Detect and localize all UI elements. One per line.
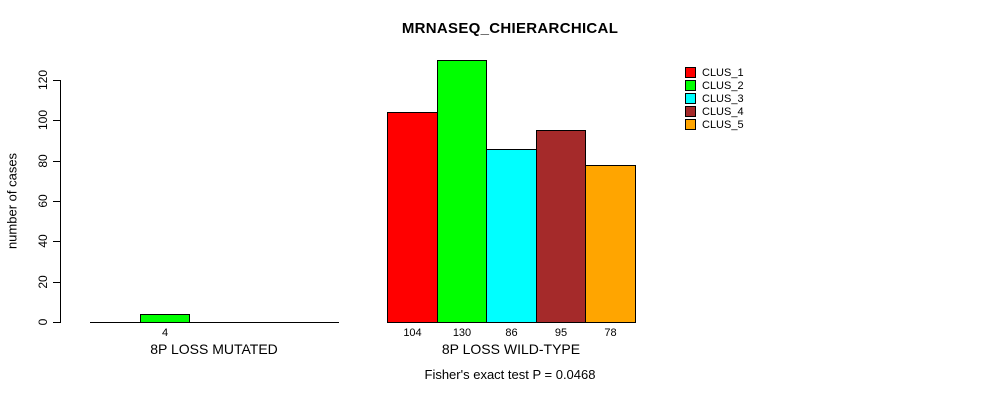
legend-item: CLUS_1	[685, 66, 744, 79]
y-axis-tick	[53, 282, 60, 283]
y-axis-tick	[53, 80, 60, 81]
legend-item: CLUS_2	[685, 79, 744, 92]
bar-value-label: 86	[505, 327, 518, 339]
y-axis-tick	[53, 201, 60, 202]
bar-clus_2	[437, 60, 487, 323]
y-axis-tick	[53, 322, 60, 323]
bar-clus_1	[387, 112, 438, 323]
legend-item: CLUS_3	[685, 92, 744, 105]
bar-value-label: 130	[452, 327, 472, 339]
y-axis-tick-label: 120	[36, 69, 50, 91]
legend-label: CLUS_1	[702, 66, 744, 79]
y-axis-tick-label: 60	[36, 194, 50, 208]
legend-item: CLUS_5	[685, 118, 744, 131]
y-axis-tick-label: 100	[36, 109, 50, 131]
legend-label: CLUS_4	[702, 105, 744, 118]
legend-color-swatch	[685, 80, 696, 91]
legend-label: CLUS_3	[702, 92, 744, 105]
bar-value-label: 95	[554, 327, 568, 339]
bar-value-label: 104	[403, 327, 422, 339]
group-label: 8P LOSS WILD-TYPE	[441, 341, 581, 357]
y-axis-tick	[53, 241, 60, 242]
bar-clus_4	[536, 130, 586, 323]
y-axis-tick-label: 0	[36, 318, 50, 326]
chart-title: MRNASEQ_CHIERARCHICAL	[401, 20, 619, 37]
y-axis-tick-label: 80	[36, 154, 50, 168]
legend-color-swatch	[685, 106, 696, 117]
y-axis-tick	[53, 161, 60, 162]
bar-value-label: 4	[161, 327, 169, 339]
y-axis-tick-label: 20	[36, 275, 50, 289]
legend-color-swatch	[685, 67, 696, 78]
group-label: 8P LOSS MUTATED	[150, 341, 278, 357]
bar-value-label: 78	[604, 327, 617, 339]
y-axis-label: number of cases	[4, 152, 20, 250]
y-axis-tick	[53, 120, 60, 121]
bar-clus_3	[486, 149, 537, 323]
y-axis-line	[60, 80, 61, 323]
legend: CLUS_1 CLUS_2 CLUS_3 CLUS_4 CLUS_5	[685, 66, 744, 131]
legend-item: CLUS_4	[685, 105, 744, 118]
legend-color-swatch	[685, 119, 696, 130]
legend-label: CLUS_5	[702, 118, 744, 131]
fisher-test-annotation: Fisher's exact test P = 0.0468	[424, 367, 596, 382]
bar-clus_5	[585, 165, 636, 323]
legend-color-swatch	[685, 93, 696, 104]
legend-label: CLUS_2	[702, 79, 744, 92]
y-axis-tick-label: 40	[36, 234, 50, 248]
group-baseline	[90, 322, 339, 323]
bar-clus_2	[140, 314, 190, 323]
